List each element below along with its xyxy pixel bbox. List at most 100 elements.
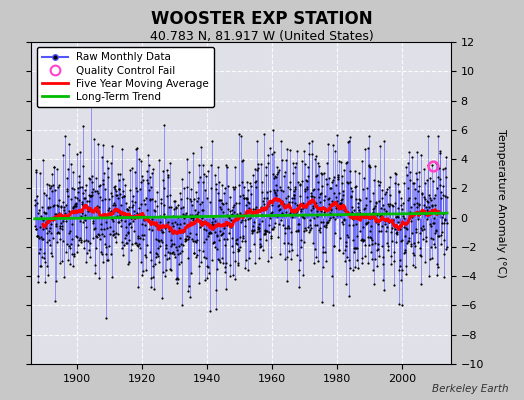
Point xyxy=(266,215,275,221)
Point xyxy=(401,233,409,240)
Point xyxy=(57,204,65,210)
Point xyxy=(436,195,445,202)
Point xyxy=(398,236,406,243)
Point xyxy=(39,156,47,163)
Point xyxy=(228,211,236,218)
Point xyxy=(46,204,54,210)
Point xyxy=(356,197,365,203)
Point xyxy=(210,244,219,250)
Point xyxy=(113,213,121,219)
Point xyxy=(357,236,366,242)
Point xyxy=(442,174,451,180)
Point xyxy=(241,222,249,229)
Point xyxy=(387,253,395,259)
Point xyxy=(223,212,231,218)
Point xyxy=(179,220,188,226)
Point xyxy=(133,210,141,216)
Point xyxy=(146,174,154,180)
Point xyxy=(154,236,162,243)
Point xyxy=(161,272,169,279)
Point xyxy=(366,228,375,235)
Point xyxy=(298,205,307,212)
Point xyxy=(61,132,70,139)
Point xyxy=(386,200,395,207)
Point xyxy=(120,242,128,248)
Point xyxy=(440,237,449,243)
Point xyxy=(195,280,203,286)
Point xyxy=(181,212,189,218)
Point xyxy=(328,206,336,212)
Point xyxy=(212,287,221,294)
Point xyxy=(407,218,415,224)
Point xyxy=(84,205,92,211)
Point xyxy=(311,156,319,162)
Point xyxy=(275,207,283,213)
Point xyxy=(378,243,387,250)
Point xyxy=(37,213,46,219)
Point xyxy=(433,261,441,267)
Point xyxy=(185,212,194,218)
Point xyxy=(168,220,177,226)
Point xyxy=(51,223,60,230)
Point xyxy=(76,218,84,224)
Point xyxy=(121,211,129,217)
Point xyxy=(304,164,312,170)
Point xyxy=(442,246,450,252)
Point xyxy=(116,212,124,218)
Point xyxy=(238,235,247,242)
Point xyxy=(184,288,192,295)
Point xyxy=(407,204,416,210)
Point xyxy=(248,223,257,229)
Point xyxy=(428,202,436,208)
Point xyxy=(91,188,99,194)
Point xyxy=(135,211,143,218)
Point xyxy=(300,148,309,154)
Point xyxy=(302,227,311,233)
Point xyxy=(108,192,117,199)
Point xyxy=(86,254,94,260)
Point xyxy=(428,254,436,261)
Point xyxy=(361,242,369,248)
Point xyxy=(234,182,243,188)
Point xyxy=(392,238,401,245)
Point xyxy=(165,204,173,210)
Point xyxy=(197,144,205,150)
Point xyxy=(277,217,285,224)
Point xyxy=(246,214,255,221)
Point xyxy=(155,238,163,244)
Point xyxy=(60,274,69,280)
Point xyxy=(423,207,432,213)
Point xyxy=(232,237,240,243)
Point xyxy=(413,148,421,155)
Point xyxy=(112,192,120,198)
Point xyxy=(406,168,414,175)
Point xyxy=(45,227,53,234)
Point xyxy=(403,240,411,247)
Point xyxy=(363,214,371,220)
Point xyxy=(203,195,211,202)
Point xyxy=(357,260,366,266)
Point xyxy=(300,238,308,245)
Point xyxy=(443,244,451,250)
Point xyxy=(67,196,75,202)
Point xyxy=(149,263,157,270)
Point xyxy=(270,190,279,196)
Point xyxy=(372,200,380,206)
Point xyxy=(159,202,168,208)
Point xyxy=(383,208,391,214)
Point xyxy=(182,210,190,216)
Point xyxy=(152,189,161,195)
Point xyxy=(35,207,43,213)
Point xyxy=(222,286,231,292)
Point xyxy=(127,247,135,253)
Point xyxy=(263,189,271,196)
Point xyxy=(321,176,330,182)
Point xyxy=(129,202,137,208)
Point xyxy=(368,215,376,222)
Point xyxy=(191,189,200,196)
Point xyxy=(330,242,338,249)
Point xyxy=(125,259,133,266)
Point xyxy=(80,244,88,251)
Point xyxy=(272,174,280,180)
Point xyxy=(100,170,108,176)
